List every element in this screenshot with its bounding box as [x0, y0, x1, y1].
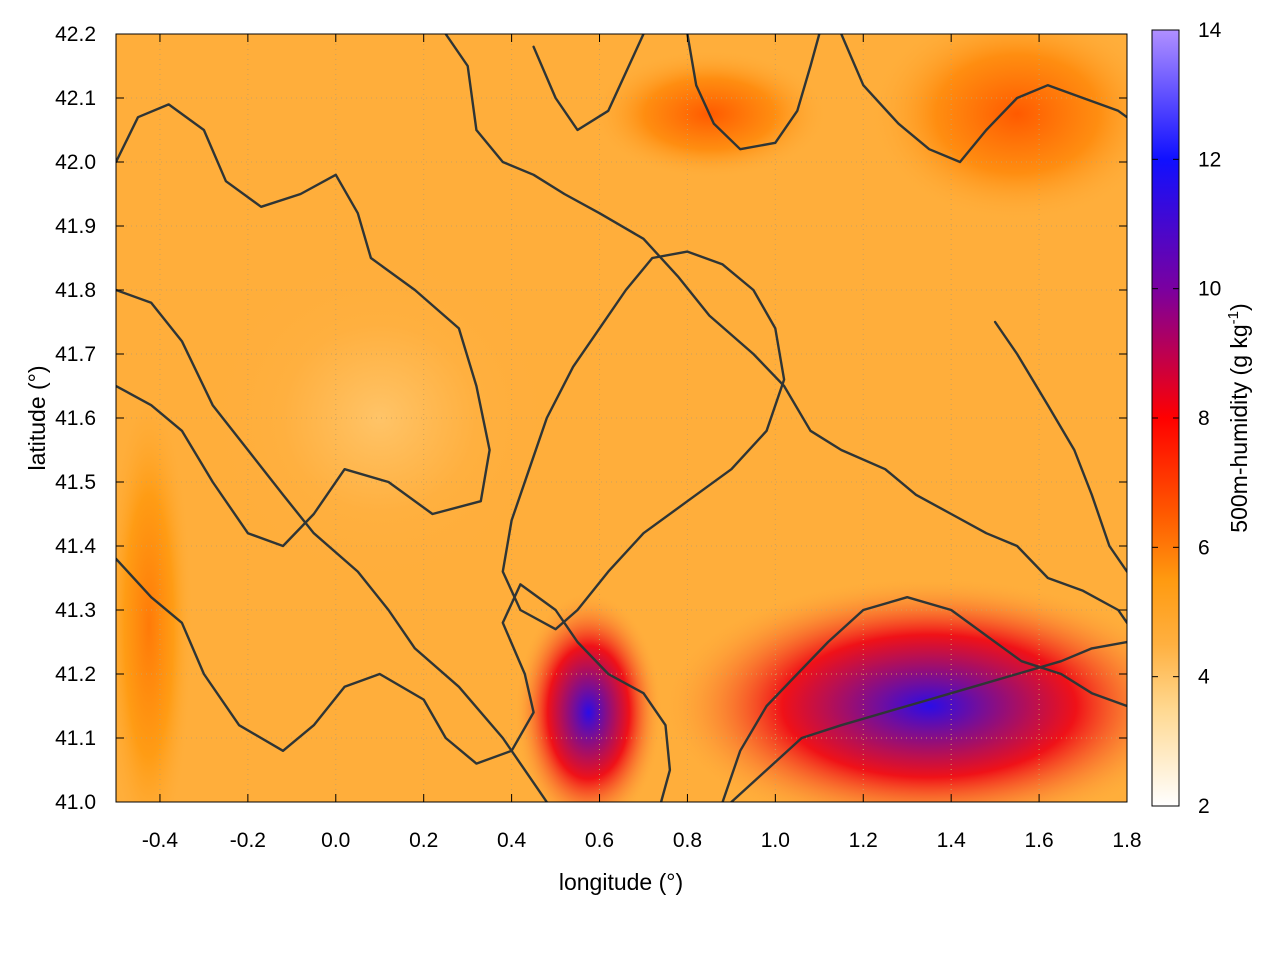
field-region-west-edge — [116, 388, 194, 802]
colorbar-tick-label: 2 — [1198, 795, 1210, 818]
contour-3 — [116, 557, 672, 802]
y-tick-label: 42.0 — [55, 151, 96, 174]
x-tick-label: -0.2 — [230, 829, 266, 852]
contour-2 — [116, 288, 548, 802]
y-tick-label: 41.8 — [55, 279, 96, 302]
colorbar-tick-label: 10 — [1198, 278, 1221, 301]
y-axis-ticks: 41.0 41.1 41.2 41.3 41.4 41.5 41.6 41.7 41.8 41.9… — [55, 23, 1127, 814]
contour-10 — [993, 320, 1127, 573]
contour-8 — [721, 596, 1127, 802]
y-tick-label: 41.6 — [55, 407, 96, 430]
colorbar-tick-label: 4 — [1198, 666, 1210, 689]
y-tick-label: 41.2 — [55, 663, 96, 686]
contour-9 — [730, 640, 1127, 802]
x-tick-label: 1.8 — [1112, 829, 1141, 852]
field-region-south-east-maximum — [662, 576, 1127, 802]
x-tick-label: 1.2 — [849, 829, 878, 852]
y-tick-label: 41.1 — [55, 727, 96, 750]
colorbar-title-main: 500m-humidity (g kg — [1226, 324, 1252, 532]
colorbar-ticks: 2 4 6 8 10 12 14 — [1152, 19, 1222, 818]
y-tick-label: 41.4 — [55, 535, 96, 558]
contour-1 — [116, 103, 491, 548]
x-tick-label: 0.6 — [585, 829, 614, 852]
colorbar-title: 500m-humidity (g kg-1) — [1225, 303, 1252, 532]
x-tick-label: 1.4 — [937, 829, 967, 852]
x-tick-label: 0.4 — [497, 829, 527, 852]
x-tick-label: 1.6 — [1024, 829, 1053, 852]
y-tick-label: 42.2 — [55, 23, 96, 46]
field-region-south-central-maximum — [514, 591, 663, 802]
colorbar-tick-label: 12 — [1198, 148, 1221, 171]
x-axis-title: longitude (°) — [559, 869, 683, 895]
y-tick-label: 41.5 — [55, 471, 96, 494]
y-tick-label: 41.3 — [55, 599, 96, 622]
contour-5 — [501, 250, 786, 631]
colorbar-tick-label: 14 — [1198, 19, 1222, 42]
contour-7 — [840, 34, 1127, 164]
y-tick-label: 41.9 — [55, 215, 96, 238]
colorbar-title-suffix: ) — [1226, 303, 1252, 311]
x-tick-label: 0.0 — [321, 829, 350, 852]
x-tick-label: -0.4 — [142, 829, 179, 852]
y-tick-label: 42.1 — [55, 87, 96, 110]
field-region-north-east-corner — [868, 34, 1127, 222]
y-tick-label: 41.0 — [55, 791, 96, 814]
contour-4 — [444, 34, 1127, 624]
colorbar-title-superscript: -1 — [1225, 311, 1242, 324]
colorbar-tick-label: 6 — [1198, 536, 1210, 559]
x-axis-ticks: -0.4 -0.2 0.0 0.2 0.4 0.6 0.8 1.0 1.2 1.4 1.6 1.8 — [142, 34, 1142, 852]
contour-lines — [116, 34, 1127, 802]
humidity-field — [116, 34, 1127, 802]
colorbar-tick-label: 8 — [1198, 407, 1210, 430]
x-tick-label: 0.8 — [673, 829, 702, 852]
contour-11 — [532, 34, 645, 132]
x-tick-label: 1.0 — [761, 829, 790, 852]
y-axis-title: latitude (°) — [24, 365, 50, 470]
contour-6 — [686, 34, 821, 151]
x-tick-label: 0.2 — [409, 829, 438, 852]
y-tick-label: 41.7 — [55, 343, 96, 366]
field-region-central-dry-band — [201, 245, 558, 591]
